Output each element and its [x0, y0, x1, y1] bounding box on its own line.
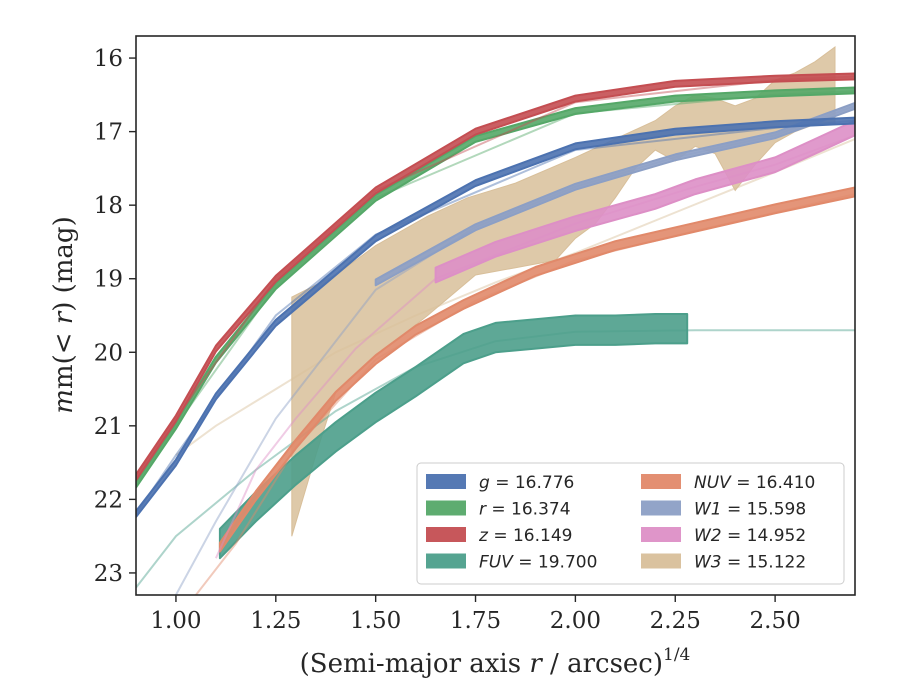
legend-swatch [641, 527, 681, 542]
legend-label: r = 16.374 [479, 500, 571, 520]
y-tick-label: 17 [94, 120, 123, 146]
data-band-fuv [218, 313, 689, 560]
model-curve-w3 [175, 138, 855, 457]
legend-swatch [426, 500, 466, 516]
plot-frame [135, 35, 856, 596]
legend-swatch [641, 500, 681, 516]
y-tick-label: 19 [94, 267, 123, 293]
y-tick-label: 16 [94, 46, 123, 72]
legend-box [416, 462, 845, 585]
legend-label: NUV = 16.410 [694, 473, 815, 493]
x-axis-label: (Semi-major axis r / arcsec)1/4 [300, 645, 691, 679]
legend-item-z: z = 16.149 [426, 526, 572, 546]
legend-item-r: r = 16.374 [426, 500, 571, 520]
y-axis-label: mm(< r) (mag) [49, 216, 79, 413]
series-r [136, 86, 855, 489]
plot-area [136, 46, 855, 595]
y-tick-label: 22 [94, 487, 123, 513]
legend-item-fuv: FUV = 19.700 [426, 553, 597, 573]
series-nuv [195, 186, 855, 595]
legend-label: z = 16.149 [478, 526, 572, 546]
data-band-z [136, 72, 855, 482]
legend-label: FUV = 19.700 [479, 553, 597, 573]
legend-item-w2: W2 = 14.952 [641, 526, 806, 546]
legend-swatch [641, 553, 681, 569]
legend-label: W3 = 15.122 [694, 553, 806, 573]
legend-swatch [426, 553, 466, 569]
legend-swatch [426, 474, 466, 489]
series-w2 [214, 119, 855, 559]
axes: 1.00 1.25 1.50 1.75 2.00 2.25 2.50 16 17 18 19 20 21… [94, 46, 801, 634]
x-tick-label: 1.50 [350, 608, 401, 634]
series-fuv [136, 313, 855, 589]
legend-item-nuv: NUV = 16.410 [641, 473, 815, 493]
y-tick-label: 21 [94, 414, 123, 440]
legend-label: W1 = 15.598 [694, 500, 806, 520]
x-tick-label: 2.00 [550, 608, 601, 634]
data-band-w2 [434, 119, 855, 284]
x-tick-label: 2.50 [750, 608, 801, 634]
legend-item-w3: W3 = 15.122 [641, 553, 806, 573]
y-tick-label: 23 [94, 561, 123, 587]
legend-label: g = 16.776 [479, 473, 574, 493]
legend-label: W2 = 14.952 [694, 526, 806, 546]
y-tick-label: 18 [94, 193, 123, 219]
x-tick-label: 1.75 [450, 608, 501, 634]
data-band-nuv [218, 186, 855, 553]
x-tick-label: 1.00 [150, 608, 201, 634]
series-z [136, 72, 855, 482]
legend-swatch [641, 474, 681, 489]
legend: g = 16.776 r = 16.374 z = 16.149 FUV = 19.7… [416, 462, 845, 585]
legend-item-g: g = 16.776 [426, 473, 574, 493]
data-band-g [136, 116, 855, 518]
x-tick-label: 1.25 [250, 608, 301, 634]
legend-item-w1: W1 = 15.598 [641, 500, 806, 520]
y-tick-label: 20 [94, 340, 123, 366]
x-tick-label: 2.25 [650, 608, 701, 634]
series-g [136, 116, 855, 518]
legend-swatch [426, 527, 466, 542]
data-band-r [136, 86, 855, 489]
